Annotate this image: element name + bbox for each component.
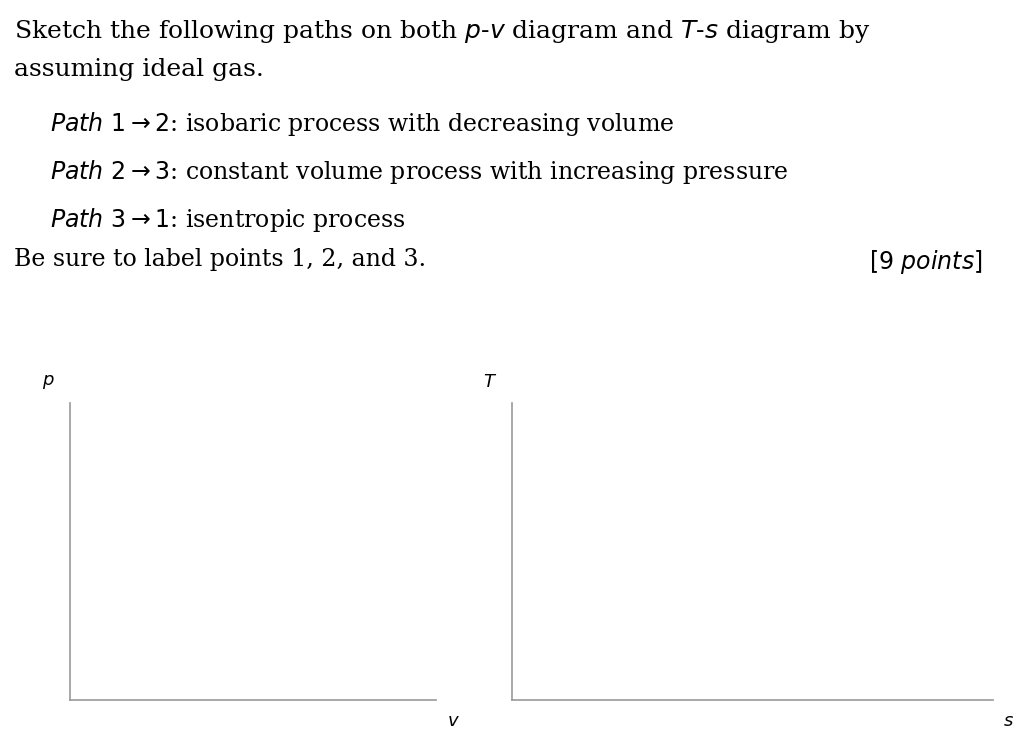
Text: $s$: $s$: [1002, 712, 1014, 729]
Text: $Path\ 1{\rightarrow}2$: isobaric process with decreasing volume: $Path\ 1{\rightarrow}2$: isobaric proces…: [50, 110, 674, 138]
Text: $p$: $p$: [42, 373, 55, 391]
Text: $Path\ 3{\rightarrow}1$: isentropic process: $Path\ 3{\rightarrow}1$: isentropic proc…: [50, 206, 406, 234]
Text: $Path\ 2{\rightarrow}3$: constant volume process with increasing pressure: $Path\ 2{\rightarrow}3$: constant volume…: [50, 158, 788, 186]
Text: Sketch the following paths on both $p$-$v$ diagram and $T$-$s$ diagram by: Sketch the following paths on both $p$-$…: [14, 18, 870, 45]
Text: $[9\ points]$: $[9\ points]$: [869, 248, 983, 276]
Text: $v$: $v$: [447, 712, 460, 729]
Text: assuming ideal gas.: assuming ideal gas.: [14, 58, 264, 81]
Text: Be sure to label points 1, 2, and 3.: Be sure to label points 1, 2, and 3.: [14, 248, 426, 271]
Text: $T$: $T$: [483, 373, 498, 391]
